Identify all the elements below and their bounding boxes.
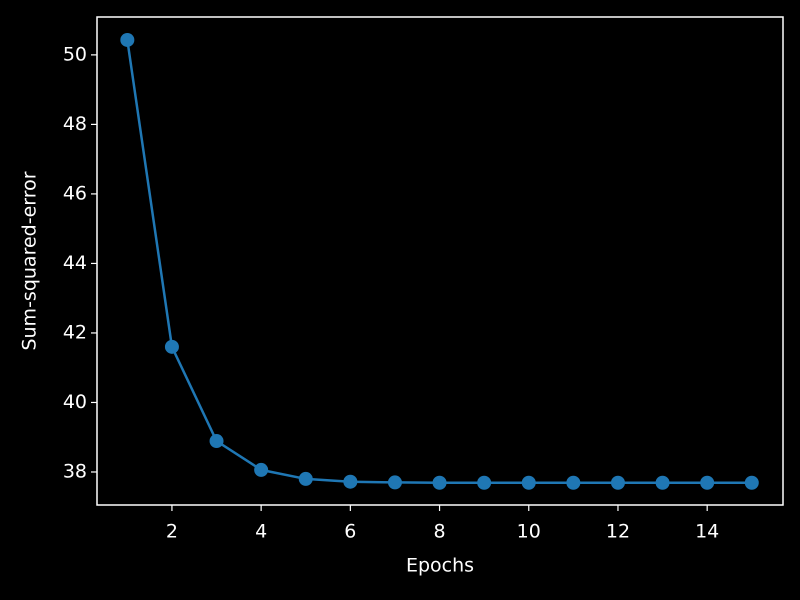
point [521, 475, 536, 490]
x-axis-label: Epochs [406, 555, 474, 577]
point [209, 434, 224, 449]
point [477, 475, 492, 490]
x-tick-label: 6 [344, 521, 356, 543]
point [298, 471, 313, 486]
y-axis-label: Sum-squared-error [19, 171, 41, 350]
point [566, 475, 581, 490]
point [164, 339, 179, 354]
x-tick-label: 14 [695, 521, 719, 543]
point [610, 475, 625, 490]
y-tick-label: 40 [63, 391, 87, 413]
x-tick-label: 4 [255, 521, 267, 543]
point [387, 475, 402, 490]
point [343, 474, 358, 489]
x-tick-label: 12 [606, 521, 630, 543]
point [432, 475, 447, 490]
point [655, 475, 670, 490]
x-tick-label: 8 [434, 521, 446, 543]
plot-area [96, 16, 784, 506]
point [744, 475, 759, 490]
point [120, 32, 135, 47]
y-tick-label: 38 [63, 460, 87, 482]
point [700, 475, 715, 490]
y-tick-label: 50 [63, 43, 87, 65]
point [254, 462, 269, 477]
y-tick-label: 46 [63, 182, 87, 204]
x-tick-label: 2 [166, 521, 178, 543]
y-tick-label: 42 [63, 321, 87, 343]
x-tick-label: 10 [517, 521, 541, 543]
y-tick-label: 48 [63, 113, 87, 135]
y-tick-label: 44 [63, 252, 87, 274]
